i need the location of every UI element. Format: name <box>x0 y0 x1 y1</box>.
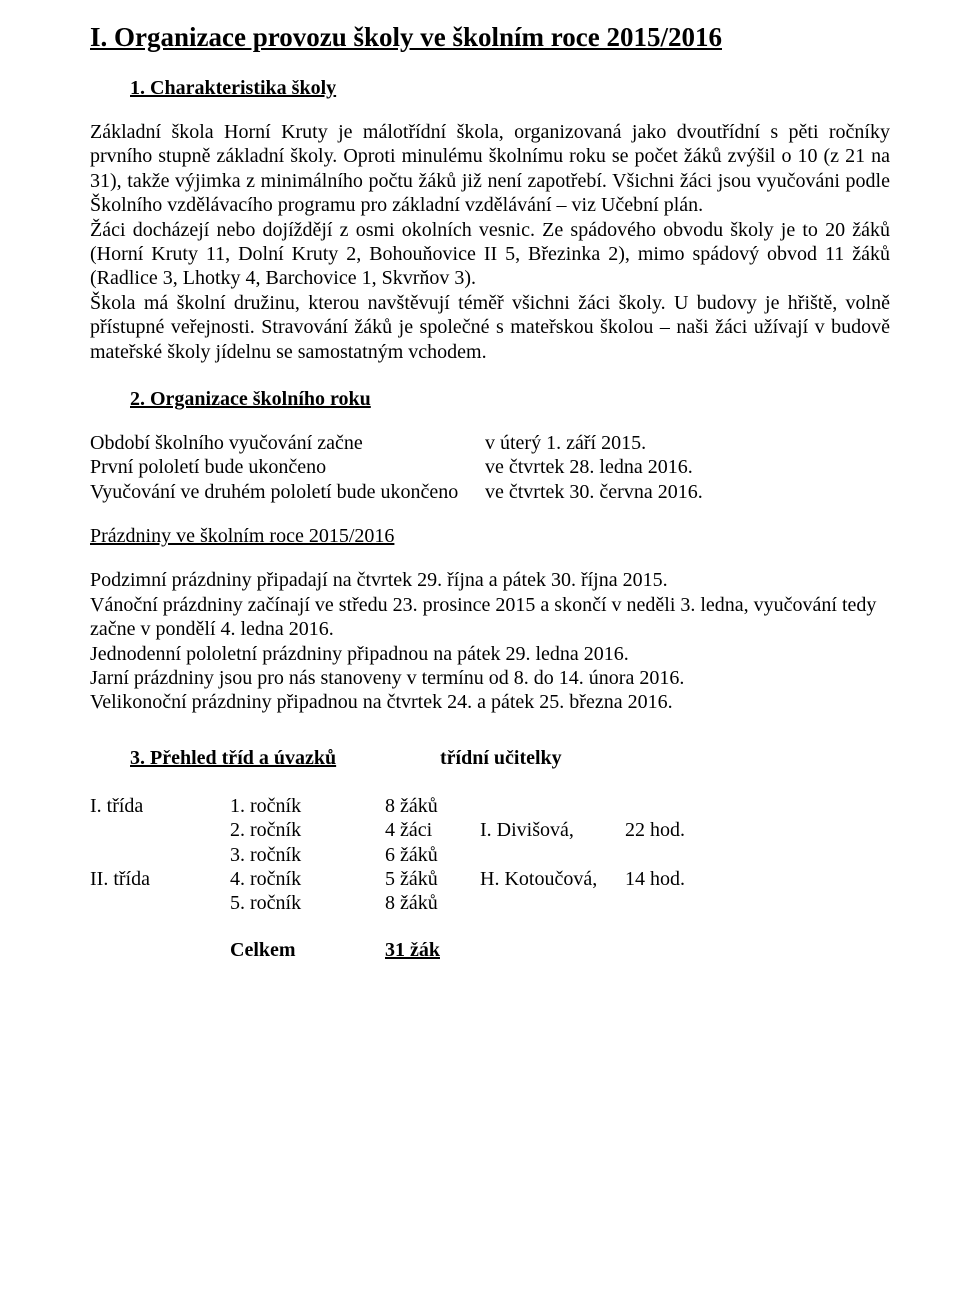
class-cell: 8 žáků <box>385 891 480 915</box>
schedule-key: Období školního vyučování začne <box>90 431 485 455</box>
schedule-value: ve čtvrtek 28. ledna 2016. <box>485 455 890 479</box>
holidays-block: Podzimní prázdniny připadají na čtvrtek … <box>90 568 890 714</box>
class-cell: 6 žáků <box>385 843 480 867</box>
class-cell <box>480 891 625 915</box>
holiday-line: Jednodenní pololetní prázdniny připadnou… <box>90 642 890 666</box>
section-1-heading: 1. Charakteristika školy <box>130 77 890 100</box>
class-cell: 5 žáků <box>385 867 480 891</box>
class-cell <box>90 818 230 842</box>
holiday-line: Podzimní prázdniny připadají na čtvrtek … <box>90 568 890 592</box>
class-cell: 5. ročník <box>230 891 385 915</box>
class-cell <box>90 891 230 915</box>
schedule-value: ve čtvrtek 30. června 2016. <box>485 480 890 504</box>
class-cell <box>480 794 625 818</box>
class-cell: I. Divišová, <box>480 818 625 842</box>
schedule-block: Období školního vyučování začne v úterý … <box>90 431 890 504</box>
class-cell: 8 žáků <box>385 794 480 818</box>
class-table: I. třída 1. ročník 8 žáků 2. ročník 4 žá… <box>90 794 890 962</box>
section-3-heading-left: 3. Přehled tříd a úvazků <box>130 747 440 770</box>
section-1-body: Základní škola Horní Kruty je málotřídní… <box>90 120 890 364</box>
holiday-line: Vánoční prázdniny začínají ve středu 23.… <box>90 593 890 642</box>
schedule-row: První pololetí bude ukončeno ve čtvrtek … <box>90 455 890 479</box>
class-cell: 4. ročník <box>230 867 385 891</box>
class-cell <box>625 794 890 818</box>
section-3-heading-right: třídní učitelky <box>440 747 562 770</box>
class-row: I. třída 1. ročník 8 žáků <box>90 794 890 818</box>
class-cell <box>625 891 890 915</box>
class-cell: 14 hod. <box>625 867 890 891</box>
schedule-key: První pololetí bude ukončeno <box>90 455 485 479</box>
schedule-key: Vyučování ve druhém pololetí bude ukonče… <box>90 480 485 504</box>
holiday-line: Velikonoční prázdniny připadnou na čtvrt… <box>90 690 890 714</box>
class-cell: 1. ročník <box>230 794 385 818</box>
total-label: Celkem <box>230 938 385 962</box>
class-cell <box>90 843 230 867</box>
holiday-line: Jarní prázdniny jsou pro nás stanoveny v… <box>90 666 890 690</box>
class-cell: II. třída <box>90 867 230 891</box>
class-cell <box>480 843 625 867</box>
class-row: II. třída 4. ročník 5 žáků H. Kotoučová,… <box>90 867 890 891</box>
page-title: I. Organizace provozu školy ve školním r… <box>90 22 890 53</box>
section-2-heading: 2. Organizace školního roku <box>130 388 890 411</box>
schedule-value: v úterý 1. září 2015. <box>485 431 890 455</box>
class-cell: H. Kotoučová, <box>480 867 625 891</box>
class-row: 5. ročník 8 žáků <box>90 891 890 915</box>
schedule-row: Období školního vyučování začne v úterý … <box>90 431 890 455</box>
class-cell <box>625 843 890 867</box>
total-row: Celkem 31 žák <box>90 938 890 962</box>
total-value: 31 žák <box>385 938 440 962</box>
class-cell: 22 hod. <box>625 818 890 842</box>
class-cell: 2. ročník <box>230 818 385 842</box>
section-3-heading-row: 3. Přehled tříd a úvazků třídní učitelky <box>130 747 890 770</box>
class-row: 3. ročník 6 žáků <box>90 843 890 867</box>
class-cell: 3. ročník <box>230 843 385 867</box>
class-cell: I. třída <box>90 794 230 818</box>
schedule-row: Vyučování ve druhém pololetí bude ukonče… <box>90 480 890 504</box>
class-cell: 4 žáci <box>385 818 480 842</box>
holidays-heading: Prázdniny ve školním roce 2015/2016 <box>90 524 890 548</box>
class-row: 2. ročník 4 žáci I. Divišová, 22 hod. <box>90 818 890 842</box>
